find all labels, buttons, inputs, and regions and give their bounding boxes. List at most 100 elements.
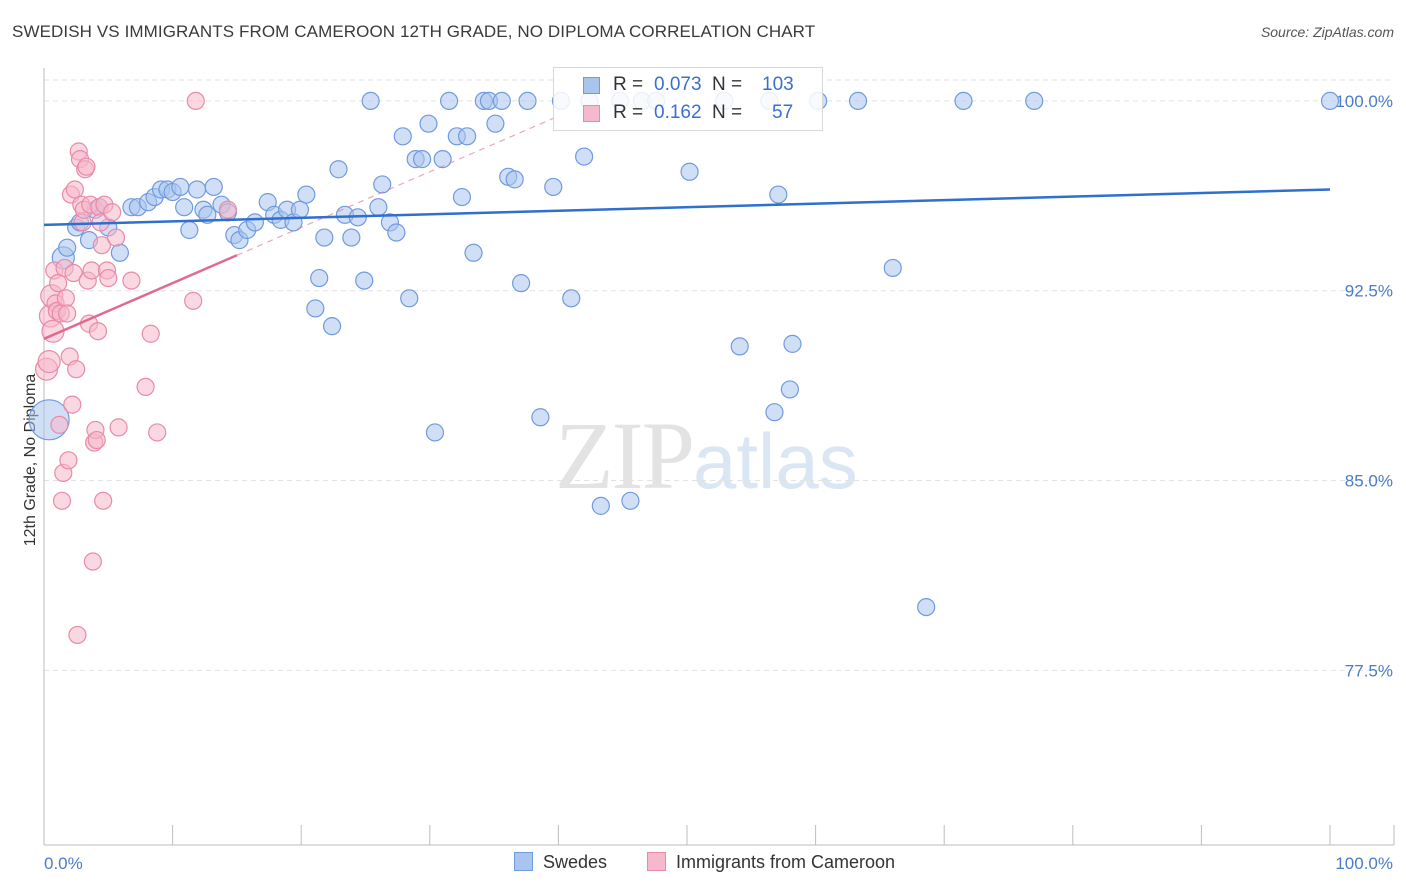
cameroon-point [109,418,128,437]
swedes-point [204,177,223,197]
watermark: ZIPatlas [555,400,858,511]
cameroon-point [59,451,78,470]
y-tick-label: 77.5% [1345,661,1393,680]
y-tick-label: 92.5% [1345,282,1393,301]
swedes-point [591,496,610,515]
y-tick-label: 85.0% [1345,472,1393,491]
swedes-point [361,91,380,111]
legend-r-value: 0.073 [654,74,702,95]
cameroon-point [184,291,203,310]
swedes-point [575,147,594,166]
swedes-point [322,317,342,336]
swedes-point [400,289,419,308]
legend-n-value: 57 [772,102,794,123]
cameroon-point [68,625,87,645]
chart-title: SWEDISH VS IMMIGRANTS FROM CAMEROON 12TH… [12,22,816,41]
source-label: Source: ZipAtlas.com [1260,24,1394,40]
swedes-point [562,289,581,308]
swedes-point [492,91,511,111]
cameroon-point [50,415,69,434]
swedes-point [439,91,459,111]
cameroon-point [122,271,141,290]
swedes-point [621,491,640,510]
swedes-point [245,213,265,232]
cameroon-point [63,395,82,414]
swedes-point [180,220,199,240]
watermark-zip: ZIP [555,402,695,509]
cameroon-point [77,157,96,176]
legend-r-label: R = [613,102,644,123]
swedes-point [457,127,477,146]
swedes-point [329,160,348,179]
swedes-point [306,299,325,318]
swedes-point [769,185,788,204]
swedes-point [765,403,784,422]
legend-n-label: N = [712,74,743,95]
cameroon-point [52,491,72,510]
cameroon-point [186,91,205,111]
swedes-point [848,91,868,111]
y-tick-label: 100.0% [1335,92,1393,111]
cameroon-point [87,430,106,450]
swedes-point [187,180,207,199]
swedes-point [315,228,334,247]
swedes-point [369,198,388,217]
watermark-atlas: atlas [693,417,858,505]
swedes-point [544,177,563,197]
swedes-point [393,127,412,146]
swedes-point [505,170,524,189]
legend-swatch-cameroon [647,852,666,871]
legend-r-label: R = [613,74,644,95]
swedes-point [512,274,531,293]
swedes-point [297,185,316,204]
cameroon-point [106,228,126,247]
cameroon-point [82,261,101,280]
swedes-point [780,380,799,399]
swedes-point [518,91,537,111]
cameroon-trend-extension [236,115,559,256]
swedes-point [1025,91,1044,111]
swedes-point [1320,91,1340,111]
cameroon-point [103,203,122,222]
swedes-point [917,597,936,617]
swedes-point [486,114,505,133]
swedes-point [171,177,190,197]
swedes-point [290,200,310,219]
cameroon-point [58,304,77,323]
legend-swatch-swedes [583,77,600,94]
swedes-point [531,408,550,427]
legend-item-cameroon[interactable]: Immigrants from Cameroon [647,852,895,873]
cameroon-point [88,322,108,341]
legend-item-swedes[interactable]: Swedes [514,852,607,873]
cameroon-point [136,377,155,396]
cameroon-point [37,349,61,374]
swedes-point [419,114,438,133]
swedes-point [433,150,452,169]
swedes-point [783,334,802,353]
swedes-point [425,423,445,442]
cameroon-point [83,552,102,571]
swedes-point [198,205,217,224]
cameroon-point [65,180,84,199]
swedes-point [387,223,406,242]
swedes-point [680,162,699,181]
cameroon-point [99,268,118,288]
legend-label-swedes: Swedes [543,852,608,872]
x-tick-label-min: 0.0% [44,854,83,873]
cameroon-point [49,274,68,293]
cameroon-point [141,324,160,343]
swedes-point [342,228,361,247]
swedes-point [883,258,902,278]
legend-n-label: N = [712,102,743,123]
cameroon-point [92,236,111,255]
cameroon-point [64,263,83,283]
swedes-point [310,268,329,288]
swedes-point [464,243,483,262]
legend-label-cameroon: Immigrants from Cameroon [676,852,896,872]
swedes-point [412,150,432,169]
swedes-point [110,243,129,262]
swedes-point [452,187,472,207]
swedes-point [373,175,392,194]
cameroon-point [148,423,167,442]
